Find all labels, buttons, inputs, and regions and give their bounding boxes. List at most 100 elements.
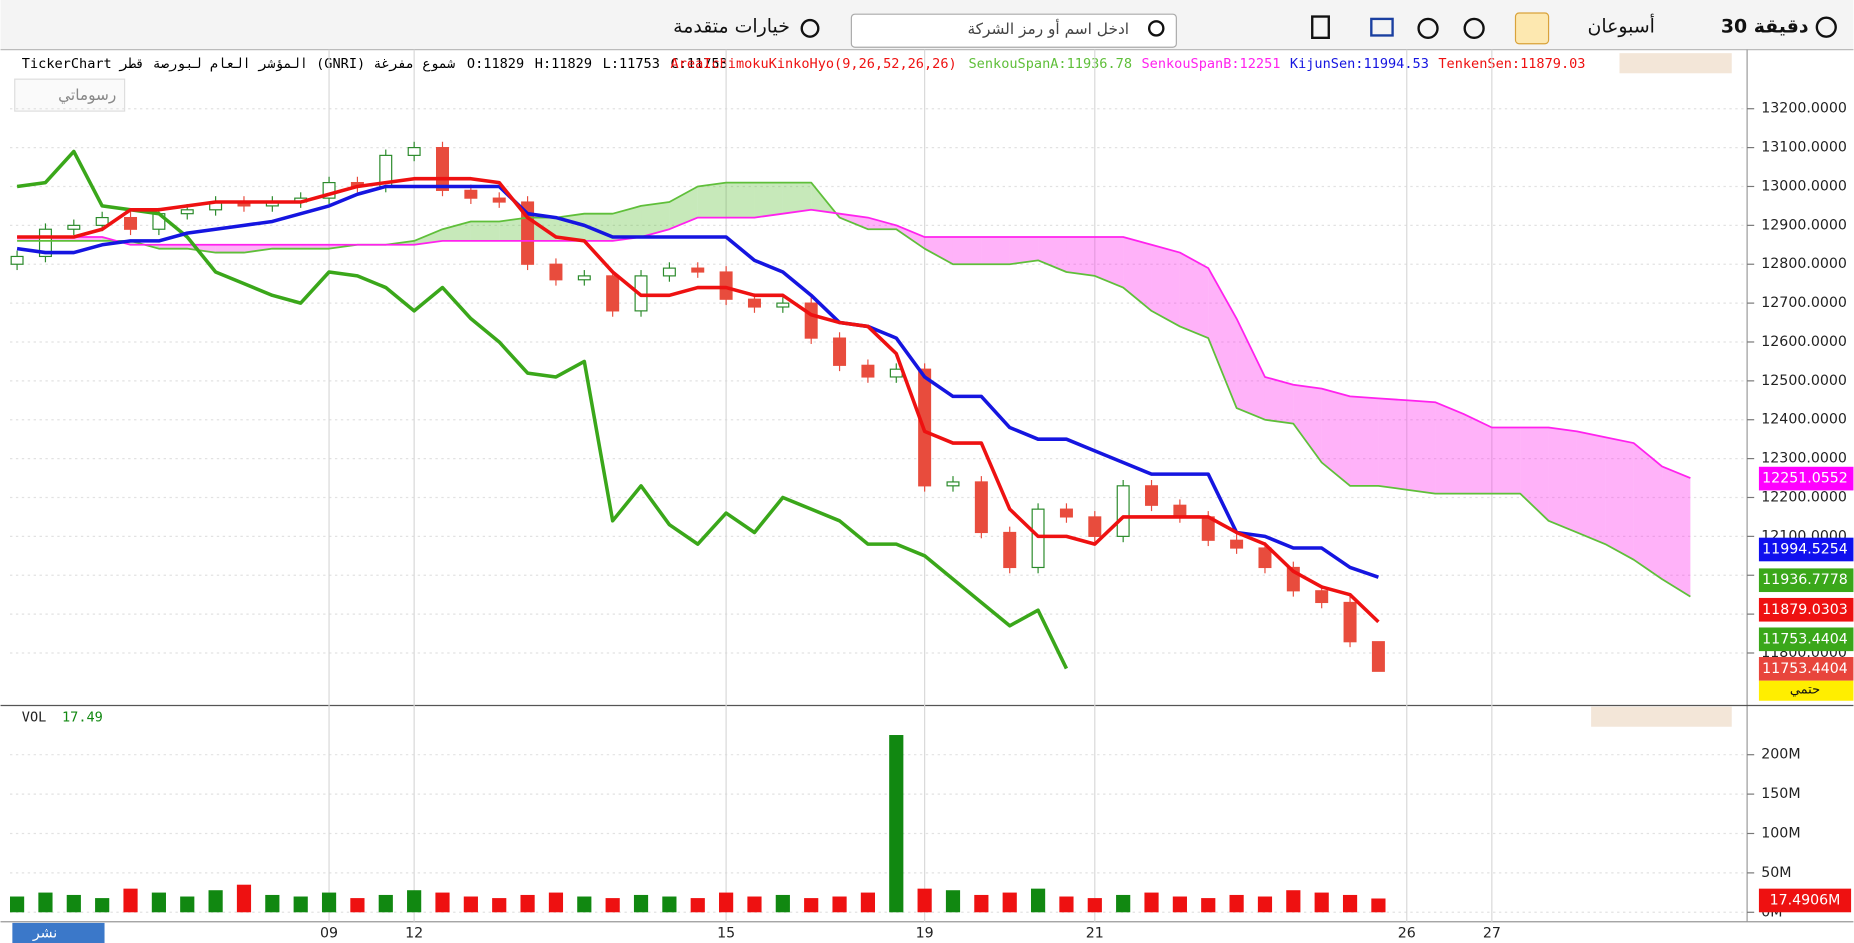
search-box[interactable] — [850, 13, 1177, 48]
search-icon[interactable] — [1147, 20, 1165, 37]
final-tag-label: حتمي — [1790, 683, 1820, 698]
cloud-fill — [1208, 268, 1237, 409]
cloud-fill — [158, 244, 188, 249]
x-tick-label: 15 — [717, 926, 735, 942]
candle-body — [946, 481, 960, 487]
volume-bar — [350, 898, 365, 913]
cloud-fill — [300, 244, 330, 249]
candle-body — [747, 298, 761, 308]
icon-button[interactable] — [1370, 17, 1394, 37]
indicator-line — [17, 176, 1380, 624]
panel-controls[interactable] — [1591, 706, 1732, 727]
cloud-fill — [1576, 431, 1606, 545]
icon-button[interactable] — [1311, 15, 1330, 39]
drawings-button[interactable] — [14, 78, 126, 112]
cloud-fill — [243, 244, 273, 253]
cloud-fill — [1321, 388, 1351, 486]
draw-tool[interactable] — [1514, 12, 1550, 45]
cloud-fill — [1605, 437, 1634, 560]
price-tag-label: 11936.7778 — [1762, 572, 1848, 588]
volume-bar — [463, 896, 478, 913]
cloud-fill — [641, 202, 670, 238]
cloud-fill — [924, 237, 953, 265]
cloud-fill — [272, 244, 301, 249]
cloud-fill — [1463, 413, 1492, 494]
volume-bar — [265, 894, 280, 913]
interval[interactable]: 30 دقيقة — [1721, 16, 1809, 38]
cloud-fill — [782, 182, 812, 214]
cloud-fill — [470, 221, 500, 241]
candle-body — [1088, 516, 1102, 537]
candle-body — [1145, 485, 1159, 506]
search-placeholder[interactable]: ادخل اسم أو رمز الشركة — [967, 19, 1129, 38]
volume-bar — [1030, 888, 1046, 913]
price-tag — [1758, 537, 1854, 562]
volume-bar — [1286, 890, 1301, 913]
publish-label[interactable]: نشر — [32, 926, 57, 942]
volume-bar — [407, 890, 422, 913]
volume-bar — [747, 896, 762, 913]
volume-bar — [633, 894, 649, 913]
volume-bar — [208, 890, 223, 913]
volume-bar — [66, 894, 81, 913]
candle-body — [974, 481, 988, 534]
candle-body — [492, 197, 506, 203]
cloud-fill — [1350, 396, 1379, 486]
price-tag — [1758, 627, 1854, 652]
period[interactable]: أسبوعان — [1587, 14, 1654, 38]
y-tick-label: 150M — [1761, 786, 1800, 802]
cloud-fill — [73, 237, 103, 241]
volume-bar — [236, 884, 252, 913]
x-tick-label: 19 — [916, 926, 934, 942]
volume-bar — [889, 735, 904, 913]
candle-body — [1059, 508, 1073, 518]
candle-body — [1286, 566, 1300, 592]
cloud-fill — [1633, 443, 1663, 580]
volume-bar — [974, 894, 989, 913]
clock-icon[interactable] — [1815, 16, 1837, 38]
candle-body — [1116, 485, 1130, 537]
price-tag-label: 11753.4404 — [1762, 661, 1848, 677]
volume-bar — [1087, 898, 1102, 913]
volume-bar — [1371, 898, 1386, 913]
volume-bar — [9, 896, 25, 913]
y-tick-label: 12500.0000 — [1761, 373, 1847, 389]
candle-body — [10, 255, 24, 265]
cloud-fill — [1548, 427, 1577, 533]
cloud-fill — [1066, 237, 1095, 276]
y-tick-label: 12600.0000 — [1761, 334, 1847, 350]
gear-icon[interactable] — [800, 18, 820, 38]
publish-button[interactable] — [12, 922, 105, 943]
cloud-fill — [1009, 237, 1039, 265]
candle-body — [67, 224, 81, 230]
candle-body — [719, 271, 733, 300]
volume-bar — [548, 892, 564, 913]
y-tick-label: 12800.0000 — [1761, 256, 1847, 272]
candle-body — [889, 368, 903, 378]
volume-bar — [1201, 898, 1216, 913]
y-tick-label: 13100.0000 — [1761, 140, 1847, 156]
volume-bar — [804, 898, 819, 913]
volume-bar — [917, 888, 932, 913]
candle-body — [180, 209, 194, 215]
indicator-name: AreaIchimokuKinkoHyo(9,26,52,26,26) — [671, 56, 957, 72]
y-tick-label: 12300.0000 — [1761, 451, 1847, 467]
cloud-fill — [442, 221, 471, 241]
panel-controls[interactable] — [1619, 53, 1732, 74]
volume-bar — [1229, 894, 1244, 913]
drawings-label[interactable]: رسوماتي — [58, 86, 116, 105]
cloud-fill — [499, 217, 528, 241]
candle-body — [606, 275, 620, 312]
symbol-info: TickerChart المؤشر العام لبورصة قطر (GNR… — [22, 56, 455, 72]
icon-button[interactable] — [1417, 17, 1439, 39]
options[interactable]: خيارات متقدمة — [673, 16, 790, 38]
candle-body — [577, 275, 591, 281]
price-tag-label: 11994.5254 — [1762, 541, 1848, 557]
legend-item: KijunSen:11994.53 — [1290, 56, 1429, 72]
icon-button[interactable] — [1463, 17, 1485, 39]
candle-body — [1343, 601, 1357, 643]
legend: SenkouSpanA:11936.78 SenkouSpanB:12251 Kij… — [969, 56, 1586, 72]
volume-tag-label: 17.4906M — [1770, 892, 1841, 908]
volume-bar — [151, 892, 166, 913]
cloud-fill — [754, 182, 783, 218]
